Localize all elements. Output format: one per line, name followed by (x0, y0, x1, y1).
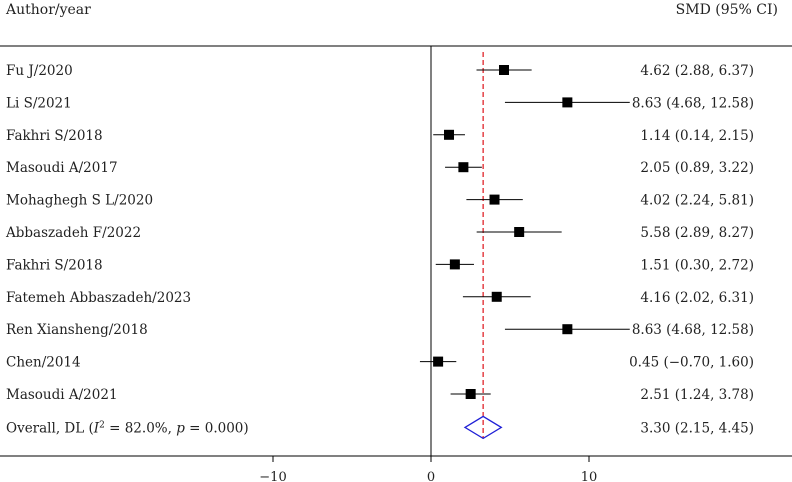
study-point-marker (444, 129, 455, 140)
study-point-marker (491, 291, 502, 302)
study-ci-text: 1.14 (0.14, 2.15) (640, 128, 754, 144)
study-point-marker (489, 194, 500, 205)
study-point-marker (562, 97, 573, 108)
study-label: Fakhri S/2018 (6, 257, 103, 273)
study-point-marker (562, 324, 573, 335)
x-tick-label: 10 (581, 470, 598, 482)
study-label: Ren Xiansheng/2018 (6, 322, 148, 338)
study-label: Li S/2021 (6, 95, 72, 111)
study-label: Masoudi A/2017 (6, 160, 118, 176)
study-label: Abbaszadeh F/2022 (5, 225, 141, 241)
study-label: Masoudi A/2021 (6, 387, 118, 403)
plot-layer: −10 0 10 Fu J/2020 4.62 (2.88, 6.37) Li S/202… (5, 46, 754, 482)
study-label: Chen/2014 (6, 355, 81, 371)
study-label: Mohaghegh S L/2020 (6, 193, 153, 209)
study-ci-text: 2.51 (1.24, 3.78) (640, 387, 754, 403)
study-point-marker (498, 65, 509, 75)
overall-ci-text: 3.30 (2.15, 4.45) (640, 420, 754, 436)
study-ci-text: 5.58 (2.89, 8.27) (640, 225, 754, 241)
study-label: Fu J/2020 (6, 63, 73, 79)
header-smd-ci: SMD (95% CI) (676, 2, 778, 18)
header-author-year: Author/year (5, 2, 91, 18)
study-ci-text: 8.63 (4.68, 12.58) (632, 95, 754, 111)
x-tick-label: −10 (259, 470, 286, 482)
study-ci-text: 4.62 (2.88, 6.37) (640, 63, 754, 79)
study-ci-text: 4.02 (2.24, 5.81) (640, 193, 754, 209)
overall-diamond (463, 415, 503, 440)
study-label: Fatemeh Abbaszadeh/2023 (6, 290, 191, 306)
study-ci-text: 1.51 (0.30, 2.72) (640, 257, 754, 273)
overall-label: Overall, DL (I2 = 82.0%, p = 0.000) (6, 420, 249, 436)
study-point-marker (449, 259, 460, 270)
study-ci-text: 2.05 (0.89, 3.22) (640, 160, 754, 176)
study-ci-text: 4.16 (2.02, 6.31) (640, 290, 754, 306)
x-tick-label: 0 (427, 470, 435, 482)
study-ci-text: 0.45 (−0.70, 1.60) (629, 355, 754, 371)
study-ci-text: 8.63 (4.68, 12.58) (632, 322, 754, 338)
study-point-marker (433, 356, 444, 367)
study-label: Fakhri S/2018 (6, 128, 103, 144)
study-point-marker (465, 389, 476, 399)
study-point-marker (458, 162, 469, 173)
study-point-marker (514, 227, 525, 237)
